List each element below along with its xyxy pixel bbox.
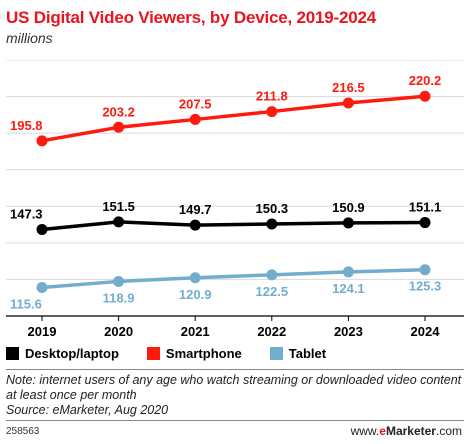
legend: Desktop/laptop Smartphone Tablet <box>6 346 354 361</box>
x-tick-label: 2020 <box>104 324 133 339</box>
data-label-tablet: 122.5 <box>256 284 289 299</box>
legend-label-smartphone: Smartphone <box>165 346 242 361</box>
legend-swatch-smartphone <box>146 347 160 360</box>
data-point-tablet <box>342 266 354 278</box>
x-tick-label: 2022 <box>257 324 286 339</box>
data-point-smartphone <box>36 135 48 147</box>
x-tick-label: 2021 <box>181 324 210 339</box>
chart-title: US Digital Video Viewers, by Device, 201… <box>6 8 377 27</box>
x-tick-label: 2023 <box>334 324 363 339</box>
data-label-desktop: 147.3 <box>10 207 43 222</box>
data-point-desktop <box>419 217 431 229</box>
data-label-desktop: 149.7 <box>179 202 212 217</box>
x-tick-label: 2019 <box>28 324 57 339</box>
brand-suffix: .com <box>435 424 462 438</box>
x-tick-label: 2024 <box>411 324 441 339</box>
data-point-smartphone <box>113 121 125 133</box>
data-point-desktop <box>189 219 201 231</box>
data-label-desktop: 150.3 <box>256 201 289 216</box>
data-label-smartphone: 195.8 <box>10 118 43 133</box>
line-chart: 2019 2020 2021 2022 2023 2024 195.8 203.2 207.5 2… <box>6 60 464 339</box>
data-point-smartphone <box>419 90 431 102</box>
series-line-desktop <box>41 220 426 232</box>
data-point-smartphone <box>189 113 201 125</box>
data-label-tablet: 118.9 <box>103 290 135 305</box>
data-point-smartphone <box>342 97 354 109</box>
legend-label-tablet: Tablet <box>288 346 327 361</box>
brand-prefix: www. <box>350 424 380 438</box>
source-text: Source: eMarketer, Aug 2020 <box>6 403 169 417</box>
data-point-desktop <box>113 216 125 228</box>
note-text: Note: internet users of any age who watc… <box>6 373 462 402</box>
data-point-desktop <box>342 217 354 229</box>
data-label-desktop: 151.5 <box>102 199 135 214</box>
brand-marketer: Marketer <box>385 424 436 438</box>
data-point-tablet <box>189 272 201 284</box>
data-label-desktop: 150.9 <box>332 200 365 215</box>
series-line-smartphone <box>41 94 426 143</box>
note-divider <box>6 369 464 370</box>
data-label-smartphone: 207.5 <box>179 96 212 111</box>
data-label-tablet: 125.3 <box>409 279 442 294</box>
brand-logo: www.eMarketer.com <box>351 424 462 438</box>
data-point-tablet <box>113 275 125 287</box>
data-label-smartphone: 220.2 <box>409 73 442 88</box>
legend-item-smartphone: Smartphone <box>146 346 242 361</box>
series-line-tablet <box>41 267 426 290</box>
data-label-desktop: 151.1 <box>409 200 442 215</box>
data-label-smartphone: 211.8 <box>256 89 288 104</box>
legend-swatch-tablet <box>269 347 283 360</box>
data-label-smartphone: 203.2 <box>102 104 135 119</box>
data-label-smartphone: 216.5 <box>332 80 365 95</box>
footer-divider <box>6 420 464 421</box>
chart-subtitle: millions <box>6 30 53 46</box>
legend-item-desktop: Desktop/laptop <box>6 346 119 361</box>
data-label-tablet: 120.9 <box>179 287 212 302</box>
brand-e: e <box>379 424 386 438</box>
data-point-tablet <box>266 269 278 281</box>
legend-label-desktop: Desktop/laptop <box>25 346 119 361</box>
data-label-tablet: 124.1 <box>332 281 365 296</box>
chart-id: 258563 <box>6 426 40 437</box>
data-point-smartphone <box>266 106 278 118</box>
data-point-desktop <box>36 224 48 236</box>
data-point-tablet <box>419 264 431 276</box>
data-point-desktop <box>266 218 278 230</box>
chart-note: Note: internet users of any age who watc… <box>6 373 464 418</box>
data-point-tablet <box>36 281 48 293</box>
data-label-tablet: 115.6 <box>10 296 42 311</box>
legend-swatch-desktop <box>6 347 19 360</box>
legend-item-tablet: Tablet <box>269 346 327 361</box>
